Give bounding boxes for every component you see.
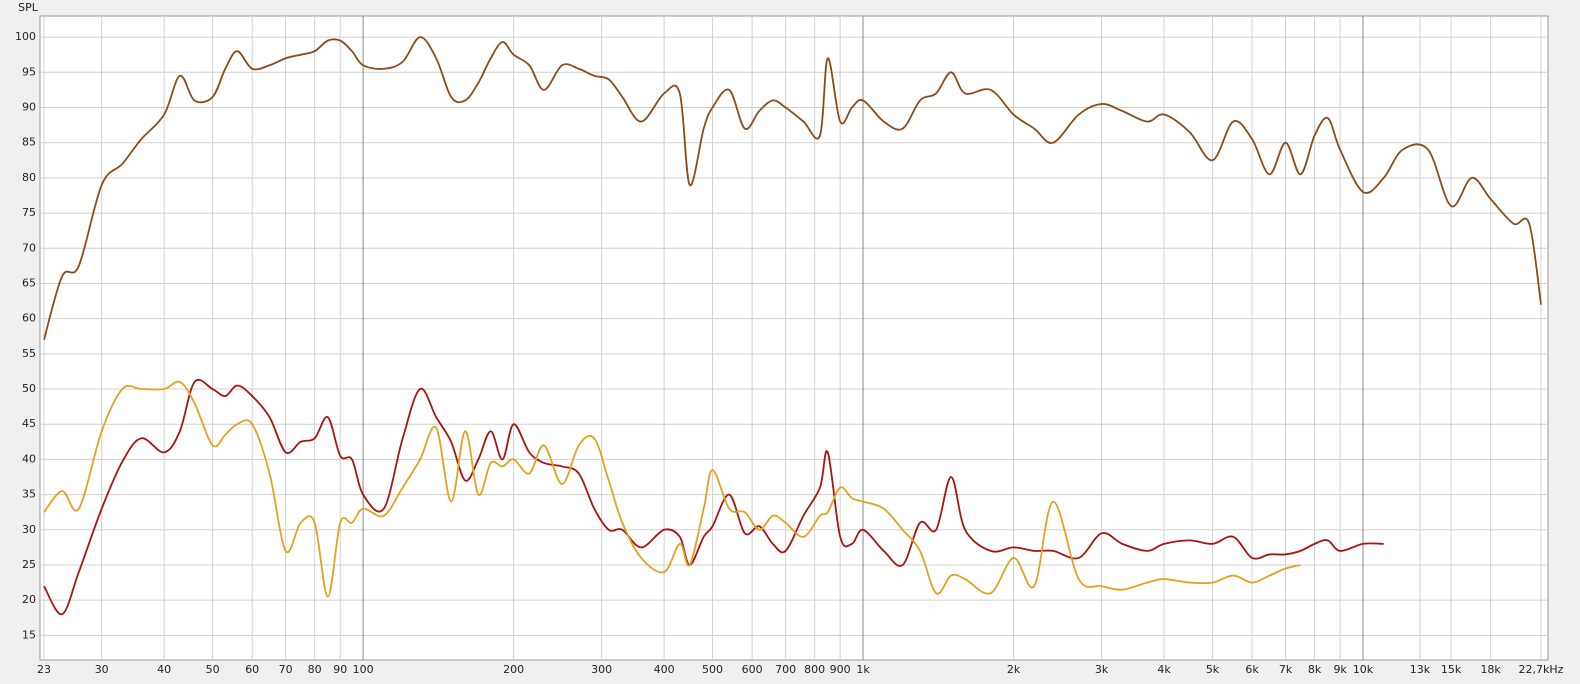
x-tick-label: 700 (775, 663, 796, 676)
x-tick-label: 200 (503, 663, 524, 676)
x-tick-label: 8k (1308, 663, 1322, 676)
x-tick-label: 60 (245, 663, 259, 676)
series-line (43, 380, 1301, 598)
x-tick-label: 15k (1441, 663, 1462, 676)
y-tick-label: 45 (22, 417, 36, 430)
x-tick-label: 80 (308, 663, 322, 676)
x-tick-label: 90 (333, 663, 347, 676)
x-tick-label: 500 (702, 663, 723, 676)
x-tick-label: 50 (206, 663, 220, 676)
y-tick-label: 20 (22, 593, 36, 606)
x-tick-label: 300 (591, 663, 612, 676)
series-line (43, 36, 1542, 341)
y-tick-label: 85 (22, 136, 36, 149)
x-tick-label: 800 (804, 663, 825, 676)
x-tick-label: 5k (1206, 663, 1220, 676)
y-tick-label: 65 (22, 276, 36, 289)
y-axis-label: SPL (18, 1, 39, 14)
y-tick-label: 50 (22, 382, 36, 395)
y-tick-label: 55 (22, 347, 36, 360)
y-tick-label: 75 (22, 206, 36, 219)
x-tick-label: 9k (1333, 663, 1347, 676)
x-tick-label: 30 (95, 663, 109, 676)
y-tick-label: 70 (22, 241, 36, 254)
x-tick-label: 6k (1245, 663, 1259, 676)
x-tick-label: 10k (1353, 663, 1374, 676)
x-tick-label: 400 (654, 663, 675, 676)
y-tick-label: 100 (15, 30, 36, 43)
y-tick-label: 35 (22, 488, 36, 501)
plot-area (39, 15, 1549, 661)
x-tick-label: 900 (830, 663, 851, 676)
y-tick-label: 15 (22, 628, 36, 641)
x-tick-label: 2k (1007, 663, 1021, 676)
y-tick-label: 90 (22, 100, 36, 113)
x-tick-label: 23 (37, 663, 51, 676)
x-tick-label: 1k (856, 663, 870, 676)
x-tick-label: 100 (353, 663, 374, 676)
y-tick-label: 40 (22, 452, 36, 465)
x-tick-label: 7k (1279, 663, 1293, 676)
x-tick-label: 70 (279, 663, 293, 676)
x-tick-label: 13k (1410, 663, 1431, 676)
y-tick-label: 80 (22, 171, 36, 184)
y-tick-label: 95 (22, 65, 36, 78)
y-tick-label: 30 (22, 523, 36, 536)
y-tick-label: 60 (22, 312, 36, 325)
x-tick-label: 18k (1480, 663, 1501, 676)
y-tick-label: 25 (22, 558, 36, 571)
x-tick-label: 3k (1095, 663, 1109, 676)
x-tick-label: 22,7kHz (1519, 663, 1564, 676)
x-tick-label: 4k (1157, 663, 1171, 676)
x-tick-label: 600 (742, 663, 763, 676)
x-tick-label: 40 (157, 663, 171, 676)
